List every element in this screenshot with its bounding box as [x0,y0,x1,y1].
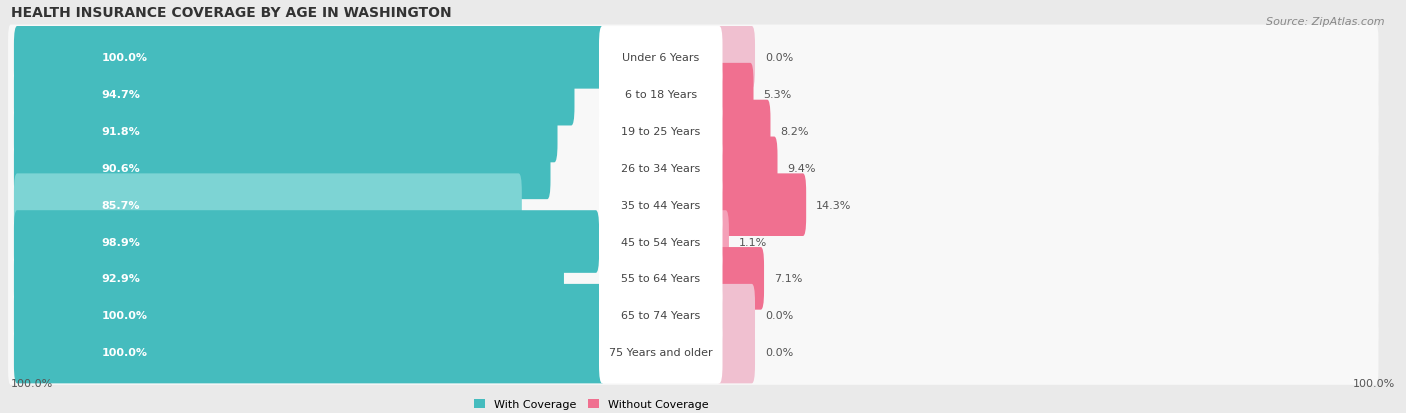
Text: 100.0%: 100.0% [101,347,148,357]
FancyBboxPatch shape [716,211,728,273]
Text: 100.0%: 100.0% [1353,378,1395,388]
FancyBboxPatch shape [716,284,755,347]
FancyBboxPatch shape [716,64,754,126]
FancyBboxPatch shape [716,137,778,199]
Text: 26 to 34 Years: 26 to 34 Years [621,164,700,173]
FancyBboxPatch shape [8,62,1378,128]
FancyBboxPatch shape [599,64,723,126]
Text: 98.9%: 98.9% [101,237,141,247]
FancyBboxPatch shape [716,174,806,236]
Text: 45 to 54 Years: 45 to 54 Years [621,237,700,247]
FancyBboxPatch shape [716,321,755,383]
Text: 0.0%: 0.0% [765,53,793,63]
FancyBboxPatch shape [599,137,723,199]
FancyBboxPatch shape [8,283,1378,348]
FancyBboxPatch shape [716,247,763,310]
FancyBboxPatch shape [8,209,1378,275]
Text: 91.8%: 91.8% [101,127,141,137]
Text: 90.6%: 90.6% [101,164,141,173]
Text: 8.2%: 8.2% [780,127,808,137]
Text: 19 to 25 Years: 19 to 25 Years [621,127,700,137]
Text: 94.7%: 94.7% [101,90,141,100]
Text: 35 to 44 Years: 35 to 44 Years [621,200,700,210]
FancyBboxPatch shape [14,64,575,126]
Text: 92.9%: 92.9% [101,274,141,284]
FancyBboxPatch shape [14,174,522,236]
FancyBboxPatch shape [599,211,723,273]
FancyBboxPatch shape [8,136,1378,201]
Text: 100.0%: 100.0% [11,378,53,388]
FancyBboxPatch shape [14,100,558,163]
FancyBboxPatch shape [599,247,723,310]
Text: 85.7%: 85.7% [101,200,141,210]
FancyBboxPatch shape [8,26,1378,91]
FancyBboxPatch shape [8,320,1378,385]
FancyBboxPatch shape [14,247,564,310]
Text: Under 6 Years: Under 6 Years [621,53,699,63]
FancyBboxPatch shape [599,27,723,90]
FancyBboxPatch shape [14,321,606,383]
Text: 6 to 18 Years: 6 to 18 Years [624,90,697,100]
Text: HEALTH INSURANCE COVERAGE BY AGE IN WASHINGTON: HEALTH INSURANCE COVERAGE BY AGE IN WASH… [11,6,451,19]
FancyBboxPatch shape [599,321,723,383]
Text: 0.0%: 0.0% [765,311,793,320]
FancyBboxPatch shape [8,246,1378,311]
Text: 100.0%: 100.0% [101,311,148,320]
FancyBboxPatch shape [8,173,1378,238]
FancyBboxPatch shape [599,284,723,347]
Text: 9.4%: 9.4% [787,164,815,173]
FancyBboxPatch shape [716,100,770,163]
FancyBboxPatch shape [14,27,606,90]
FancyBboxPatch shape [14,211,599,273]
Text: 7.1%: 7.1% [773,274,803,284]
Text: Source: ZipAtlas.com: Source: ZipAtlas.com [1267,17,1385,26]
Text: 75 Years and older: 75 Years and older [609,347,713,357]
FancyBboxPatch shape [8,99,1378,164]
Text: 55 to 64 Years: 55 to 64 Years [621,274,700,284]
FancyBboxPatch shape [599,174,723,236]
Text: 65 to 74 Years: 65 to 74 Years [621,311,700,320]
FancyBboxPatch shape [599,100,723,163]
FancyBboxPatch shape [14,137,551,199]
Text: 1.1%: 1.1% [738,237,766,247]
FancyBboxPatch shape [14,284,606,347]
FancyBboxPatch shape [716,27,755,90]
Text: 100.0%: 100.0% [101,53,148,63]
Text: 14.3%: 14.3% [815,200,851,210]
Text: 0.0%: 0.0% [765,347,793,357]
Legend: With Coverage, Without Coverage: With Coverage, Without Coverage [470,395,713,413]
Text: 5.3%: 5.3% [763,90,792,100]
